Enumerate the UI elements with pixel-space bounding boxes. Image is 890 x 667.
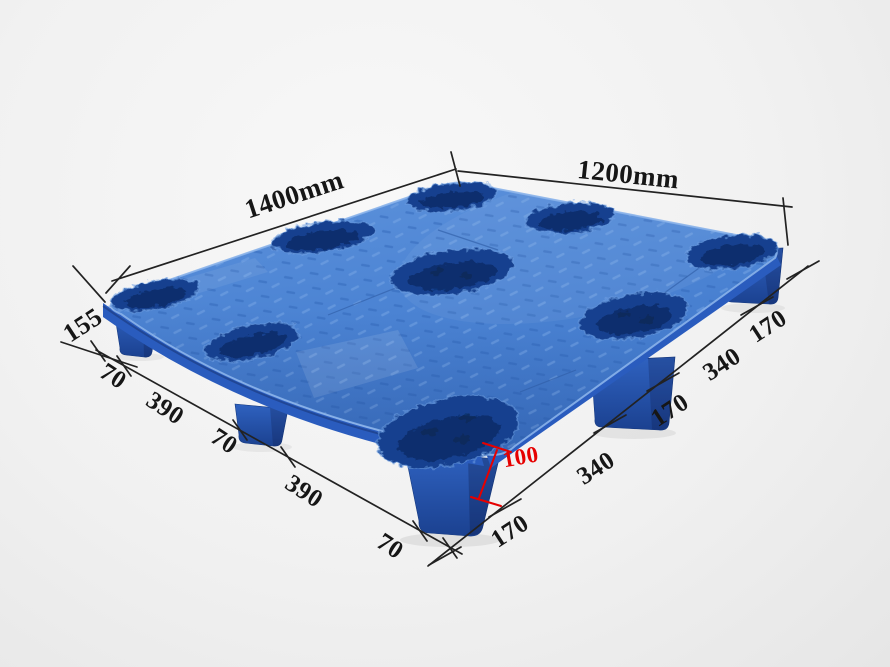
pallet-pockets [109,181,779,469]
dim-tick [90,340,106,362]
dim-tick [428,546,462,566]
dim-tick [412,520,428,542]
pocket [203,321,301,363]
highlight-dim-tick [482,442,512,453]
deck-seam-lines [327,229,703,393]
foot-shade [270,407,288,447]
pocket [524,201,616,235]
dim-line-length-1400 [111,168,457,282]
dim-ext-height-bottom [60,341,138,368]
dim-label-foot-width: 100 [501,441,541,472]
foot-shadow [400,533,500,547]
deck-seam [327,284,404,316]
dim-tick [488,498,522,518]
dim-tick [646,372,680,392]
ground-shadows [116,303,785,547]
dim-label-length: 1400mm [241,164,347,224]
dim-line-left-edge [95,349,463,555]
foot-width-annotation [470,442,512,507]
highlight-dim-tick [470,496,502,507]
deck-smooth-patch [180,258,268,295]
dim-label-left-seg-3: 390 [280,470,327,514]
foot-shade [468,457,499,536]
highlight-dim-line [478,449,498,499]
dim-tick [280,446,296,468]
dim-label-left-seg-4: 70 [372,528,409,565]
dim-label-left-seg-1: 390 [141,387,188,431]
deck-seam [519,369,577,393]
dim-tick [232,419,248,441]
dim-tick [782,197,789,246]
pocket [389,247,515,297]
dim-tick [116,355,132,377]
dim-label-right-seg-1: 340 [572,447,619,491]
deck-seam [659,265,703,297]
dim-label-height: 155 [58,302,108,348]
pocket [270,219,376,255]
pocket [578,291,690,341]
pocket [376,395,520,469]
dim-tick [593,414,627,434]
dim-tick [105,265,131,294]
dim-label-right-seg-3: 340 [698,343,745,387]
pocket [406,181,498,213]
dim-ext-height-top [72,265,106,303]
dimension-lines [60,151,820,567]
deck-seam [437,229,499,251]
dim-label-right-seg-0: 170 [486,510,533,554]
pocket [685,233,779,271]
pocket [109,278,201,312]
deck-smooth-patch [296,330,418,398]
pallet-foot-front-corner [404,451,500,537]
dim-tick [740,296,774,316]
dim-tick [786,260,820,280]
dim-line-width-1200 [457,170,793,208]
dim-tick [450,151,461,187]
